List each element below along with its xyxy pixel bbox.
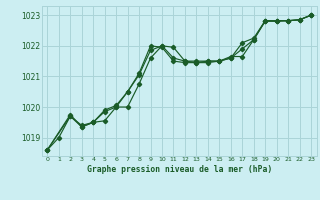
X-axis label: Graphe pression niveau de la mer (hPa): Graphe pression niveau de la mer (hPa) (87, 165, 272, 174)
